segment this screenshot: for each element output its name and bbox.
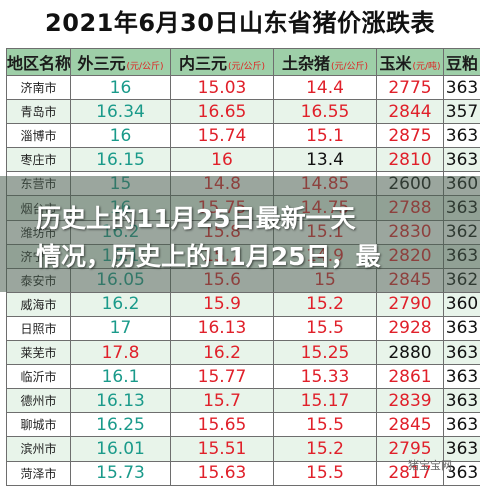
cell-tuzazhu: 15.2 (274, 292, 377, 316)
table-title: 2021年6月30日山东省猪价涨跌表 (0, 0, 480, 46)
cell-doupo: 360 (444, 292, 480, 316)
cell-doupo: 363 (444, 124, 480, 148)
cell-doupo: 363 (444, 389, 480, 413)
cell-city: 济南市 (7, 76, 71, 100)
cell-waisanyuan: 17.8 (71, 341, 171, 365)
cell-yumi: 2790 (377, 292, 444, 316)
cell-doupo: 363 (444, 413, 480, 437)
banner-line-2: 情况，历史上的11月25日，最 (36, 238, 476, 276)
cell-tuzazhu: 16.55 (274, 100, 377, 124)
cell-neisanyuan: 16.2 (171, 341, 274, 365)
cell-yumi: 2839 (377, 389, 444, 413)
cell-tuzazhu: 14.4 (274, 76, 377, 100)
cell-neisanyuan: 16 (171, 148, 274, 172)
cell-doupo: 363 (444, 365, 480, 389)
cell-tuzazhu: 15.2 (274, 437, 377, 461)
table-header-row: 地区名称 外三元(元/公斤) 内三元(元/公斤) 土杂猪(元/公斤) 玉米(元/… (7, 49, 480, 76)
cell-tuzazhu: 15.5 (274, 413, 377, 437)
cell-yumi: 2845 (377, 413, 444, 437)
cell-yumi: 2875 (377, 124, 444, 148)
cell-city: 淄博市 (7, 124, 71, 148)
cell-neisanyuan: 15.74 (171, 124, 274, 148)
cell-city: 菏泽市 (7, 461, 71, 485)
header-tuzazhu: 土杂猪(元/公斤) (274, 49, 377, 76)
cell-doupo: 363 (444, 341, 480, 365)
banner-headline[interactable]: 历史上的11月25日最新一天 情况，历史上的11月25日，最 (36, 200, 476, 276)
cell-neisanyuan: 15.03 (171, 76, 274, 100)
cell-neisanyuan: 15.63 (171, 461, 274, 485)
cell-yumi: 2928 (377, 316, 444, 340)
cell-yumi: 2844 (377, 100, 444, 124)
cell-waisanyuan: 16 (71, 76, 171, 100)
cell-city: 滨州市 (7, 437, 71, 461)
cell-doupo: 363 (444, 148, 480, 172)
cell-waisanyuan: 16 (71, 124, 171, 148)
cell-doupo: 363 (444, 316, 480, 340)
cell-waisanyuan: 16.25 (71, 413, 171, 437)
cell-waisanyuan: 16.2 (71, 292, 171, 316)
header-doupo: 豆粕 (444, 49, 480, 76)
cell-waisanyuan: 16.01 (71, 437, 171, 461)
cell-neisanyuan: 15.9 (171, 292, 274, 316)
cell-yumi: 2861 (377, 365, 444, 389)
cell-neisanyuan: 15.51 (171, 437, 274, 461)
cell-doupo: 363 (444, 76, 480, 100)
cell-waisanyuan: 16.13 (71, 389, 171, 413)
cell-tuzazhu: 15.25 (274, 341, 377, 365)
cell-waisanyuan: 16.1 (71, 365, 171, 389)
cell-waisanyuan: 16.15 (71, 148, 171, 172)
cell-city: 日照市 (7, 316, 71, 340)
cell-doupo: 357 (444, 100, 480, 124)
cell-city: 德州市 (7, 389, 71, 413)
cell-waisanyuan: 16.34 (71, 100, 171, 124)
cell-city: 临沂市 (7, 365, 71, 389)
cell-tuzazhu: 15.5 (274, 316, 377, 340)
header-waisanyuan: 外三元(元/公斤) (71, 49, 171, 76)
cell-tuzazhu: 15.33 (274, 365, 377, 389)
cell-neisanyuan: 16.13 (171, 316, 274, 340)
cell-waisanyuan: 15.73 (71, 461, 171, 485)
cell-city: 莱芜市 (7, 341, 71, 365)
header-region: 地区名称 (7, 49, 71, 76)
cell-tuzazhu: 15.5 (274, 461, 377, 485)
cell-yumi: 2880 (377, 341, 444, 365)
cell-tuzazhu: 15.1 (274, 124, 377, 148)
cell-city: 枣庄市 (7, 148, 71, 172)
cell-city: 威海市 (7, 292, 71, 316)
cell-yumi: 2775 (377, 76, 444, 100)
banner-line-1: 历史上的11月25日最新一天 (36, 200, 476, 238)
cell-yumi: 2810 (377, 148, 444, 172)
cell-neisanyuan: 15.7 (171, 389, 274, 413)
cell-tuzazhu: 13.4 (274, 148, 377, 172)
cell-neisanyuan: 16.65 (171, 100, 274, 124)
cell-city: 聊城市 (7, 413, 71, 437)
cell-city: 青岛市 (7, 100, 71, 124)
cell-neisanyuan: 15.65 (171, 413, 274, 437)
header-yumi: 玉米(元/吨) (377, 49, 444, 76)
header-neisanyuan: 内三元(元/公斤) (171, 49, 274, 76)
cell-neisanyuan: 15.77 (171, 365, 274, 389)
cell-tuzazhu: 15.17 (274, 389, 377, 413)
cell-waisanyuan: 17 (71, 316, 171, 340)
watermark: 猪宝宝网 (408, 457, 452, 473)
